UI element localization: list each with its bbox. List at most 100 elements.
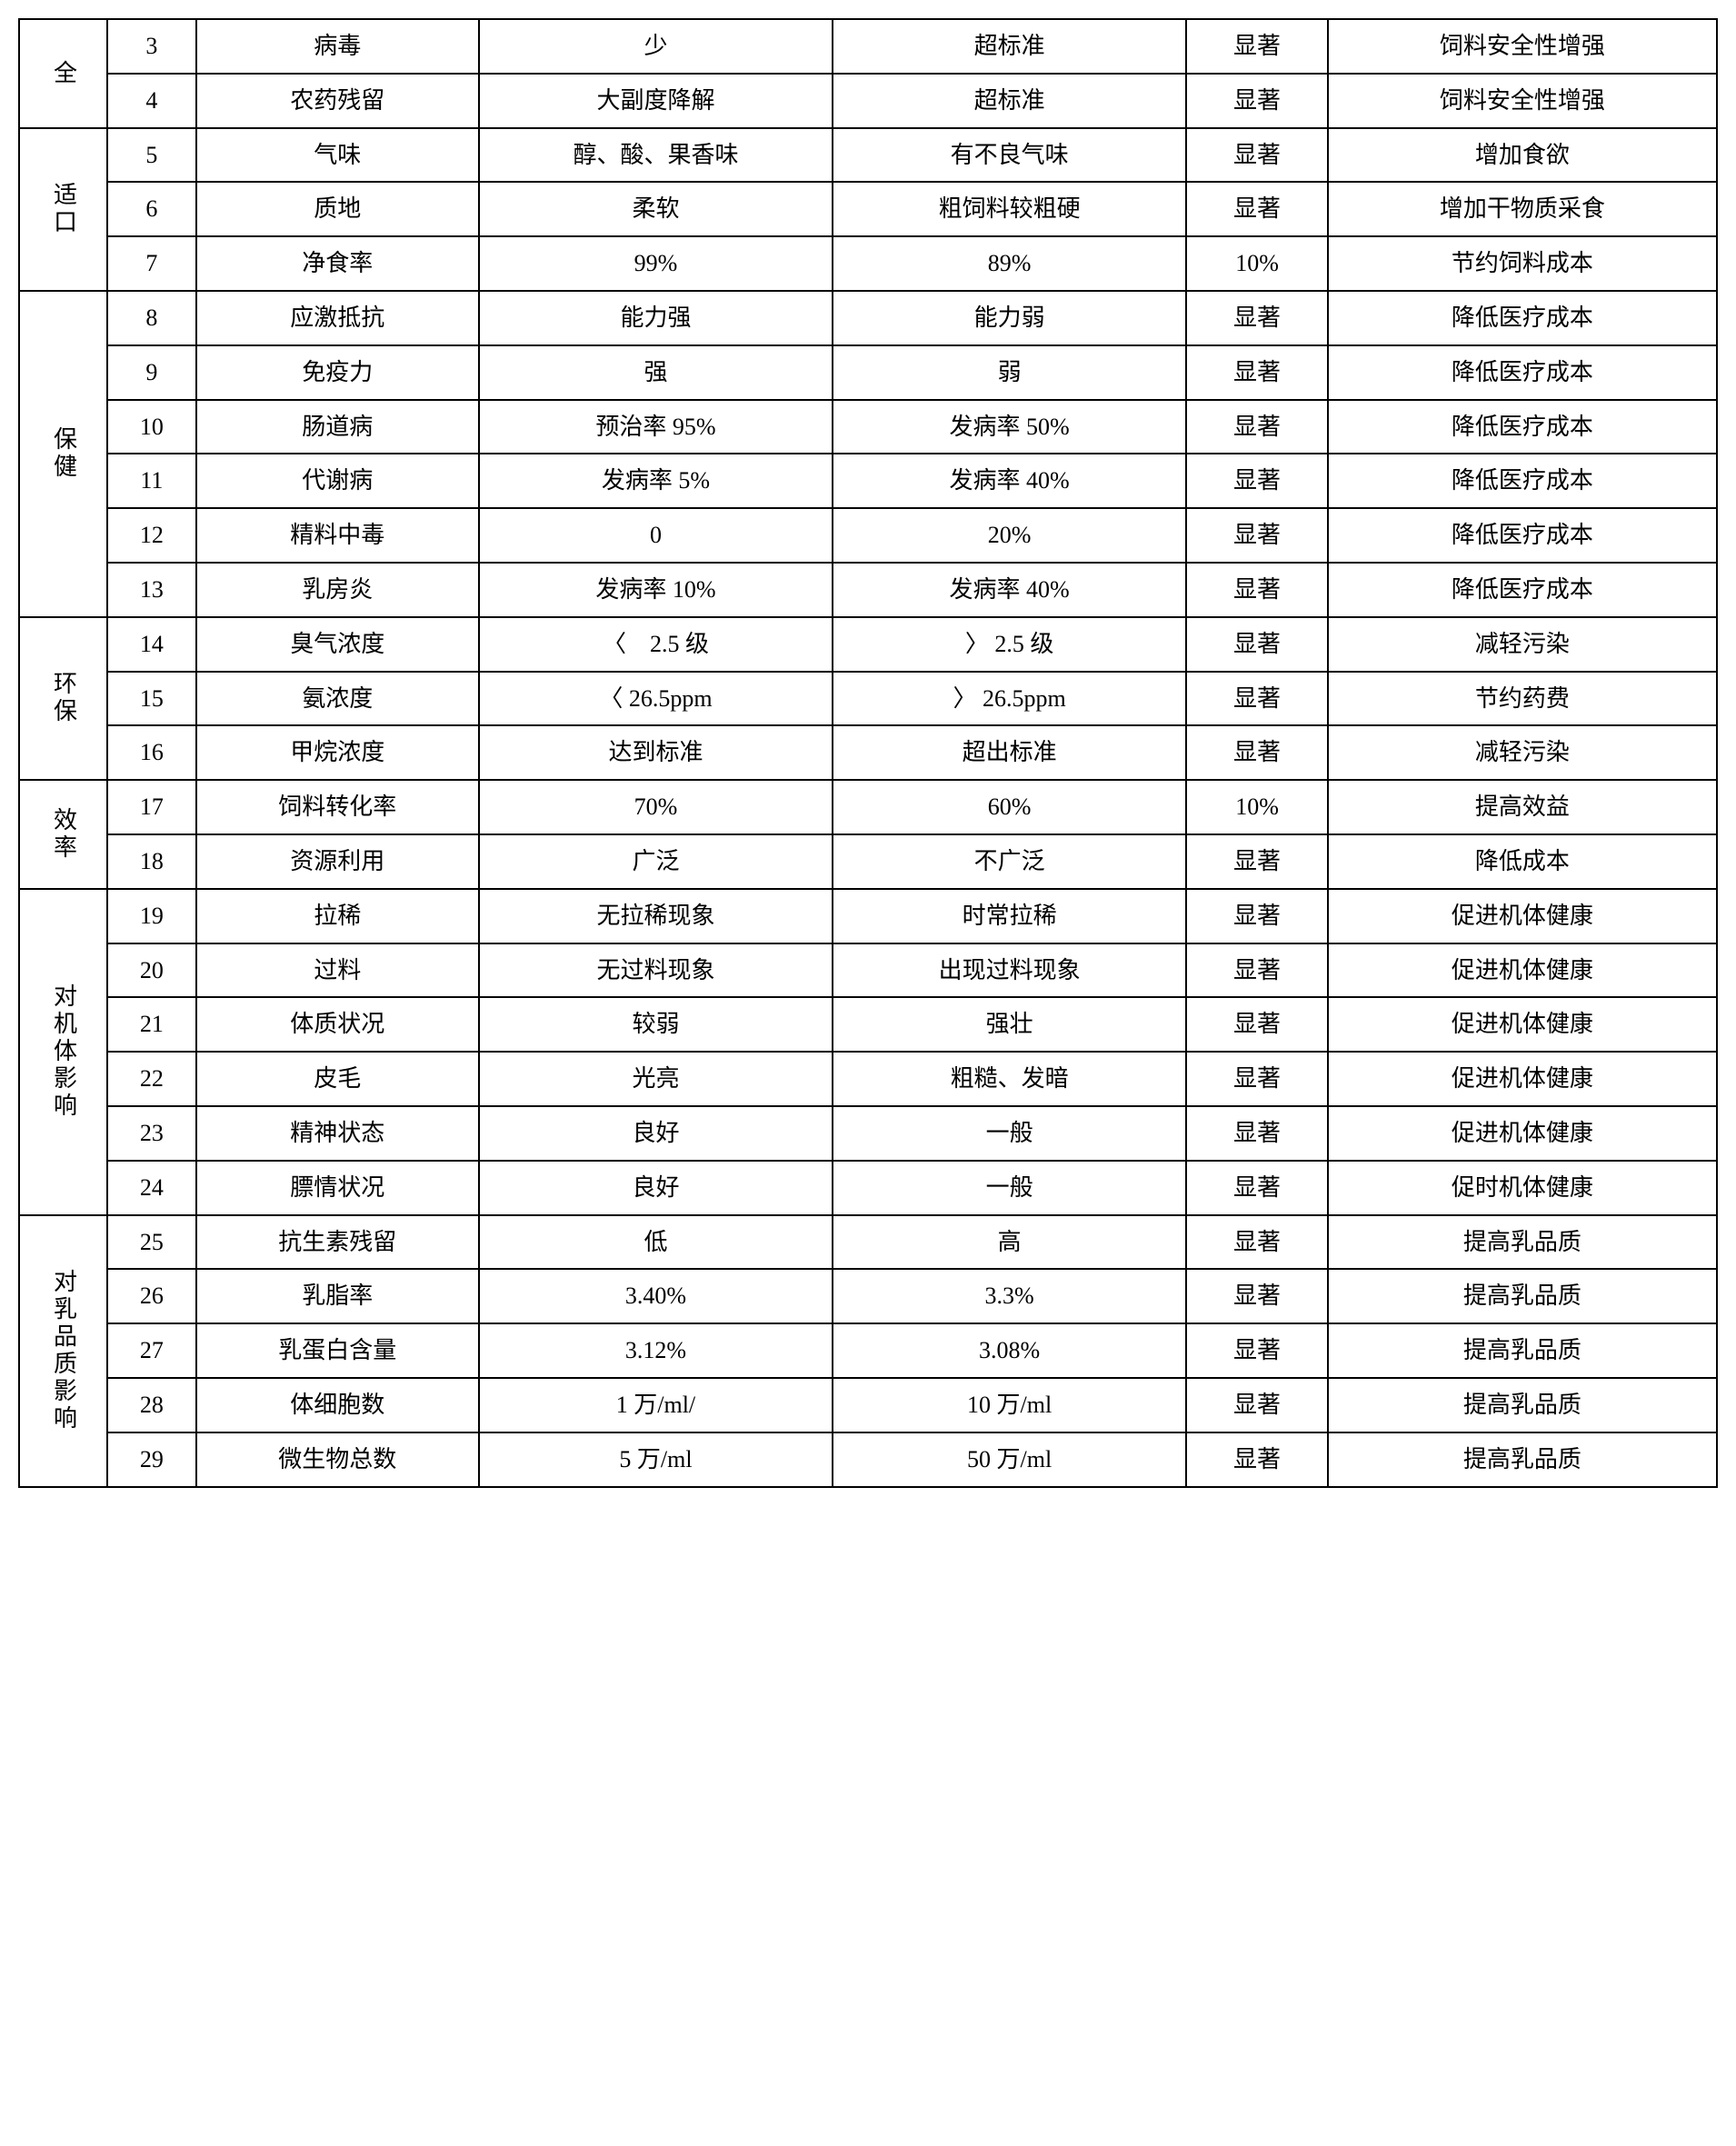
value1-cell: 发病率 10% [479, 563, 833, 617]
value2-cell: 粗饲料较粗硬 [833, 182, 1186, 236]
item-cell: 拉稀 [196, 889, 479, 943]
table-row: 7净食率99%89%10%节约饲料成本 [19, 236, 1717, 291]
table-row: 27乳蛋白含量3.12%3.08%显著提高乳品质 [19, 1323, 1717, 1378]
effect-cell: 促进机体健康 [1328, 889, 1717, 943]
significance-cell: 显著 [1186, 943, 1328, 998]
item-cell: 臭气浓度 [196, 617, 479, 672]
effect-cell: 促进机体健康 [1328, 1106, 1717, 1161]
item-cell: 精料中毒 [196, 508, 479, 563]
value2-cell: 不广泛 [833, 834, 1186, 889]
value2-cell: 能力弱 [833, 291, 1186, 345]
row-number-cell: 10 [107, 400, 195, 454]
value2-cell: 出现过料现象 [833, 943, 1186, 998]
item-cell: 代谢病 [196, 454, 479, 508]
table-row: 18资源利用广泛不广泛显著降低成本 [19, 834, 1717, 889]
item-cell: 农药残留 [196, 74, 479, 128]
effect-cell: 提高效益 [1328, 780, 1717, 834]
row-number-cell: 12 [107, 508, 195, 563]
item-cell: 氨浓度 [196, 672, 479, 726]
value2-cell: 高 [833, 1215, 1186, 1270]
row-number-cell: 5 [107, 128, 195, 183]
significance-cell: 显著 [1186, 617, 1328, 672]
row-number-cell: 3 [107, 19, 195, 74]
table-row: 效率17饲料转化率70%60%10%提高效益 [19, 780, 1717, 834]
category-cell: 全 [19, 19, 107, 128]
value2-cell: 发病率 40% [833, 454, 1186, 508]
effect-cell: 减轻污染 [1328, 617, 1717, 672]
effect-cell: 降低医疗成本 [1328, 291, 1717, 345]
table-row: 环保14臭气浓度〈 2.5 级〉 2.5 级显著减轻污染 [19, 617, 1717, 672]
category-cell: 效率 [19, 780, 107, 889]
value2-cell: 强壮 [833, 997, 1186, 1052]
value1-cell: 广泛 [479, 834, 833, 889]
value1-cell: 〈 26.5ppm [479, 672, 833, 726]
significance-cell: 显著 [1186, 725, 1328, 780]
value2-cell: 粗糙、发暗 [833, 1052, 1186, 1106]
value1-cell: 70% [479, 780, 833, 834]
effect-cell: 提高乳品质 [1328, 1378, 1717, 1432]
item-cell: 乳脂率 [196, 1269, 479, 1323]
significance-cell: 显著 [1186, 128, 1328, 183]
category-cell: 适口 [19, 128, 107, 291]
value2-cell: 3.08% [833, 1323, 1186, 1378]
effect-cell: 降低医疗成本 [1328, 454, 1717, 508]
value1-cell: 〈 2.5 级 [479, 617, 833, 672]
item-cell: 气味 [196, 128, 479, 183]
value2-cell: 10 万/ml [833, 1378, 1186, 1432]
item-cell: 资源利用 [196, 834, 479, 889]
table-row: 6质地柔软粗饲料较粗硬显著增加干物质采食 [19, 182, 1717, 236]
item-cell: 质地 [196, 182, 479, 236]
value2-cell: 一般 [833, 1106, 1186, 1161]
effect-cell: 减轻污染 [1328, 725, 1717, 780]
item-cell: 饲料转化率 [196, 780, 479, 834]
table-row: 9免疫力强弱显著降低医疗成本 [19, 345, 1717, 400]
table-row: 23精神状态良好一般显著促进机体健康 [19, 1106, 1717, 1161]
significance-cell: 显著 [1186, 508, 1328, 563]
value2-cell: 超标准 [833, 19, 1186, 74]
item-cell: 体细胞数 [196, 1378, 479, 1432]
table-row: 28体细胞数1 万/ml/10 万/ml显著提高乳品质 [19, 1378, 1717, 1432]
effect-cell: 降低医疗成本 [1328, 508, 1717, 563]
category-cell: 环保 [19, 617, 107, 780]
effect-cell: 降低医疗成本 [1328, 400, 1717, 454]
row-number-cell: 29 [107, 1432, 195, 1487]
significance-cell: 10% [1186, 236, 1328, 291]
value1-cell: 少 [479, 19, 833, 74]
effect-cell: 降低成本 [1328, 834, 1717, 889]
value1-cell: 能力强 [479, 291, 833, 345]
significance-cell: 显著 [1186, 1161, 1328, 1215]
value2-cell: 弱 [833, 345, 1186, 400]
value1-cell: 较弱 [479, 997, 833, 1052]
row-number-cell: 14 [107, 617, 195, 672]
table-row: 21体质状况较弱强壮显著促进机体健康 [19, 997, 1717, 1052]
table-row: 26乳脂率3.40%3.3%显著提高乳品质 [19, 1269, 1717, 1323]
table-row: 24膘情状况良好一般显著促时机体健康 [19, 1161, 1717, 1215]
item-cell: 精神状态 [196, 1106, 479, 1161]
row-number-cell: 16 [107, 725, 195, 780]
table-row: 保健8应激抵抗能力强能力弱显著降低医疗成本 [19, 291, 1717, 345]
row-number-cell: 18 [107, 834, 195, 889]
row-number-cell: 11 [107, 454, 195, 508]
row-number-cell: 17 [107, 780, 195, 834]
effect-cell: 促进机体健康 [1328, 997, 1717, 1052]
value2-cell: 超出标准 [833, 725, 1186, 780]
value2-cell: 3.3% [833, 1269, 1186, 1323]
value1-cell: 无拉稀现象 [479, 889, 833, 943]
effect-cell: 增加干物质采食 [1328, 182, 1717, 236]
significance-cell: 显著 [1186, 400, 1328, 454]
value1-cell: 5 万/ml [479, 1432, 833, 1487]
value1-cell: 光亮 [479, 1052, 833, 1106]
significance-cell: 显著 [1186, 1323, 1328, 1378]
value2-cell: 89% [833, 236, 1186, 291]
value2-cell: 发病率 40% [833, 563, 1186, 617]
significance-cell: 显著 [1186, 19, 1328, 74]
item-cell: 体质状况 [196, 997, 479, 1052]
effect-cell: 节约药费 [1328, 672, 1717, 726]
row-number-cell: 25 [107, 1215, 195, 1270]
value2-cell: 时常拉稀 [833, 889, 1186, 943]
significance-cell: 显著 [1186, 1378, 1328, 1432]
item-cell: 免疫力 [196, 345, 479, 400]
effect-cell: 饲料安全性增强 [1328, 74, 1717, 128]
row-number-cell: 7 [107, 236, 195, 291]
value1-cell: 达到标准 [479, 725, 833, 780]
